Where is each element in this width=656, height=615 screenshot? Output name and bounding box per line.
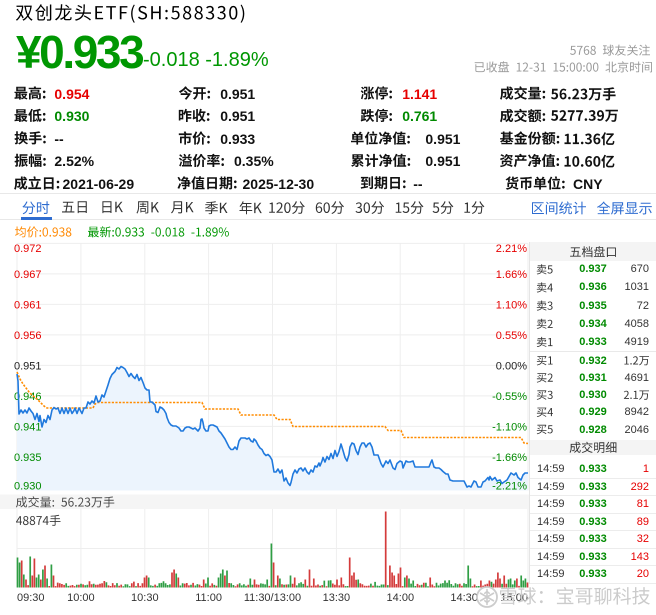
svg-text:11:30/13:00: 11:30/13:00 xyxy=(244,592,301,604)
svg-text:0.941: 0.941 xyxy=(14,421,42,433)
svg-text:2.21%: 2.21% xyxy=(496,243,527,255)
svg-text:0.935: 0.935 xyxy=(14,452,42,464)
svg-text:0.951: 0.951 xyxy=(14,360,42,372)
svg-text:1.66%: 1.66% xyxy=(496,269,527,281)
svg-text:10:00: 10:00 xyxy=(67,592,95,604)
svg-text:-2.21%: -2.21% xyxy=(492,480,527,492)
svg-text:-1.10%: -1.10% xyxy=(492,421,527,433)
svg-text:-1.66%: -1.66% xyxy=(492,452,527,464)
svg-text:0.946: 0.946 xyxy=(14,391,42,403)
svg-text:0.00%: 0.00% xyxy=(496,360,527,372)
svg-text:13:30: 13:30 xyxy=(323,592,351,604)
svg-text:09:30: 09:30 xyxy=(17,592,45,604)
svg-text:-0.55%: -0.55% xyxy=(492,391,527,403)
svg-text:11:00: 11:00 xyxy=(195,592,222,604)
svg-text:0.55%: 0.55% xyxy=(496,330,527,342)
svg-text:14:30: 14:30 xyxy=(450,592,478,604)
svg-text:14:00: 14:00 xyxy=(387,592,415,604)
svg-text:0.972: 0.972 xyxy=(14,243,42,255)
svg-text:0.930: 0.930 xyxy=(14,480,42,492)
svg-text:0.967: 0.967 xyxy=(14,269,42,281)
svg-text:0.956: 0.956 xyxy=(14,330,42,342)
svg-text:15:00: 15:00 xyxy=(500,592,528,604)
svg-text:10:30: 10:30 xyxy=(131,592,159,604)
svg-text:0.961: 0.961 xyxy=(14,299,42,311)
svg-text:1.10%: 1.10% xyxy=(496,299,527,311)
